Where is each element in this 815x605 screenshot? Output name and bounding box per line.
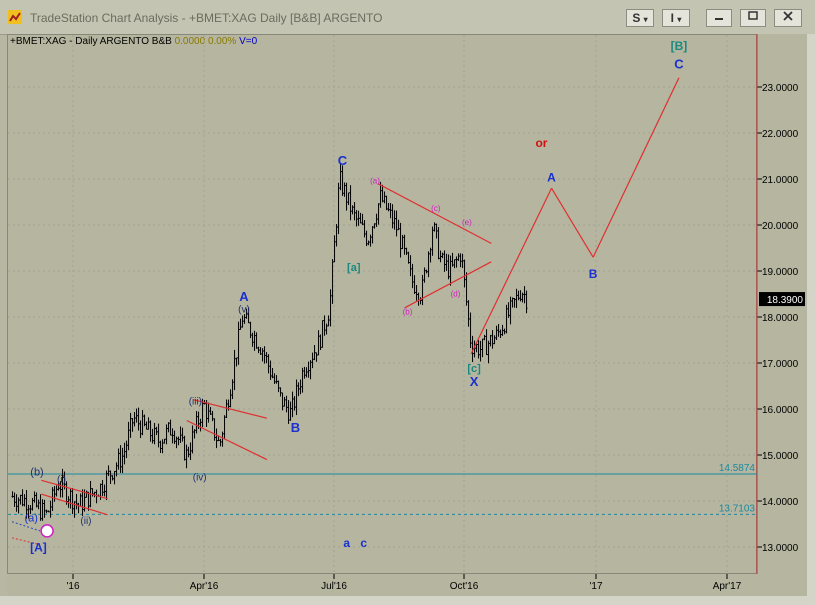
price-chart-area[interactable] xyxy=(7,34,757,574)
tradestation-app-icon xyxy=(8,10,22,24)
s-dropdown-icon: ▾ xyxy=(643,15,648,24)
info-value1: 0.0000 xyxy=(174,36,206,47)
minimize-button[interactable] xyxy=(706,9,732,27)
window-title: TradeStation Chart Analysis - +BMET:XAG … xyxy=(30,11,383,25)
symbol-info-text: +BMET:XAG - Daily ARGENTO B&B xyxy=(10,36,172,47)
info-volume: V=0 xyxy=(239,36,258,47)
info-i-label: I xyxy=(670,11,674,25)
i-dropdown-icon: ▾ xyxy=(677,15,682,24)
close-icon xyxy=(783,11,793,21)
style-s-label: S xyxy=(632,11,641,25)
minimize-icon xyxy=(715,18,723,20)
style-s-menu-button[interactable]: S ▾ xyxy=(626,9,654,27)
title-bar[interactable]: TradeStation Chart Analysis - +BMET:XAG … xyxy=(0,0,815,35)
close-button[interactable] xyxy=(774,9,802,27)
price-scale[interactable] xyxy=(757,34,807,574)
info-i-menu-button[interactable]: I ▾ xyxy=(662,9,690,27)
maximize-icon xyxy=(748,11,758,20)
info-value2: 0.00% xyxy=(207,36,237,47)
time-axis[interactable] xyxy=(7,574,807,596)
symbol-info-line: +BMET:XAG - Daily ARGENTO B&B 0.0000 0.0… xyxy=(10,36,257,47)
maximize-button[interactable] xyxy=(740,9,766,27)
horizontal-scrollbar[interactable] xyxy=(0,596,815,605)
vertical-scrollbar[interactable] xyxy=(807,34,815,596)
